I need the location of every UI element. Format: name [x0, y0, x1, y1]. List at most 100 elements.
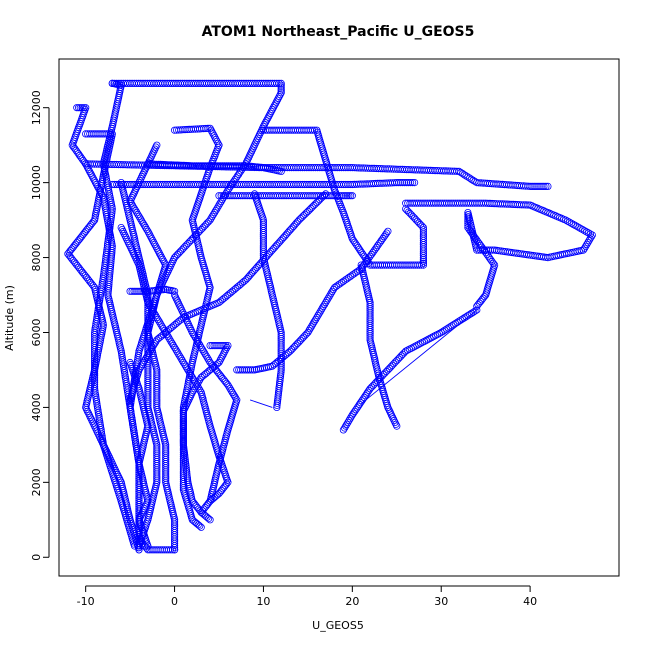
data-point: [171, 254, 179, 262]
data-point: [153, 141, 161, 149]
data-point: [208, 341, 216, 350]
data-point: [228, 388, 236, 396]
data-point: [189, 375, 197, 383]
data-point: [126, 287, 134, 295]
chart-title: ATOM1 Northeast_Pacific U_GEOS5: [202, 24, 475, 40]
data-point: [356, 399, 365, 407]
data-point: [415, 340, 423, 348]
data-point: [75, 104, 83, 112]
data-point: [158, 323, 166, 331]
data-point: [366, 252, 374, 260]
data-point: [464, 173, 472, 181]
data-point: [159, 325, 167, 333]
data-point: [261, 119, 269, 127]
data-point: [304, 328, 312, 337]
data-point: [155, 317, 163, 325]
data-point: [405, 345, 413, 353]
data-point: [475, 240, 483, 248]
data-point: [217, 297, 225, 305]
data-point: [147, 233, 155, 241]
data-point: [265, 111, 273, 119]
flight-track: [171, 291, 241, 524]
data-point: [460, 314, 468, 322]
data-point: [430, 332, 438, 340]
data-point: [65, 248, 73, 256]
data-point: [562, 216, 570, 224]
data-point: [468, 229, 476, 237]
data-point: [162, 328, 170, 337]
data-point: [136, 214, 144, 222]
data-point: [128, 287, 136, 295]
data-point: [268, 106, 276, 114]
data-point: [206, 497, 214, 505]
data-point: [365, 254, 373, 262]
data-point: [233, 366, 241, 374]
flight-track: [126, 141, 170, 550]
data-point: [467, 175, 475, 183]
data-point: [206, 341, 214, 350]
data-point: [536, 182, 544, 190]
y-tick-label: 6000: [30, 318, 43, 346]
data-point: [138, 218, 146, 226]
data-point: [437, 328, 445, 337]
data-point: [526, 182, 534, 190]
data-point: [239, 366, 247, 374]
data-point: [428, 333, 436, 341]
data-point: [152, 311, 160, 320]
y-tick-label: 2000: [30, 468, 43, 496]
data-point: [138, 360, 146, 368]
data-point: [413, 341, 421, 349]
data-point: [215, 201, 223, 209]
data-point: [324, 295, 332, 303]
data-point: [203, 353, 211, 361]
data-point: [87, 169, 95, 177]
data-point: [399, 179, 407, 187]
data-point: [192, 334, 200, 342]
data-point: [471, 307, 479, 315]
data-point: [196, 341, 204, 350]
data-point: [325, 293, 333, 301]
data-point: [157, 252, 165, 260]
y-tick-label: 10000: [30, 165, 43, 200]
data-point: [312, 315, 320, 323]
y-tick-label: 12000: [30, 90, 43, 125]
data-point: [198, 507, 207, 515]
data-point: [344, 418, 352, 426]
data-point: [276, 91, 284, 99]
data-point: [583, 240, 591, 248]
y-axis-label: Altitude (m): [3, 285, 16, 351]
data-point: [132, 207, 140, 215]
data-point: [206, 124, 214, 132]
data-point: [219, 351, 227, 359]
data-point: [457, 168, 465, 177]
data-point: [345, 192, 353, 200]
data-point: [186, 370, 194, 378]
data-point: [140, 169, 148, 177]
data-point: [328, 287, 336, 295]
data-point: [171, 287, 179, 295]
data-point: [224, 341, 232, 350]
data-point: [187, 392, 195, 400]
data-point: [419, 257, 427, 265]
flight-track: [179, 341, 232, 516]
data-point: [213, 205, 221, 213]
data-point: [99, 441, 108, 449]
data-point: [269, 104, 277, 112]
x-axis-label: U_GEOS5: [312, 619, 364, 632]
data-point: [586, 235, 594, 243]
data-point: [403, 206, 411, 214]
data-point: [464, 221, 472, 229]
data-point: [462, 313, 470, 321]
data-point: [316, 308, 324, 316]
data-point: [126, 396, 134, 404]
data-point: [350, 270, 358, 278]
data-point: [348, 271, 356, 279]
data-point: [343, 420, 351, 428]
data-point: [384, 227, 392, 235]
data-point: [479, 245, 487, 253]
data-point: [277, 81, 285, 89]
data-point: [313, 313, 321, 322]
data-point: [490, 246, 499, 254]
data-point: [218, 341, 226, 350]
data-point: [565, 218, 574, 226]
